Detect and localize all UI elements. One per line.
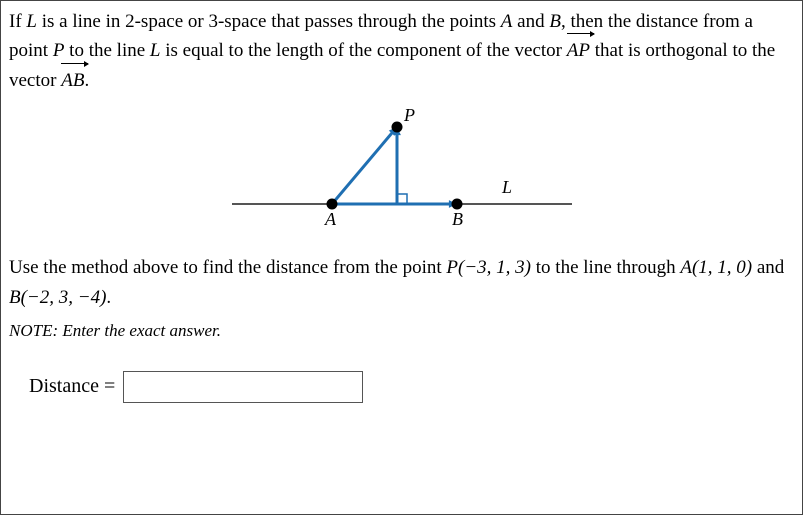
- svg-text:L: L: [501, 177, 512, 197]
- note-text: NOTE: Enter the exact answer.: [9, 318, 794, 344]
- intro-text: to the line: [64, 40, 149, 61]
- intro-text: is a line in 2-space or 3-space that pas…: [37, 11, 501, 32]
- vector-AP: AP: [567, 36, 590, 65]
- distance-input[interactable]: [123, 371, 363, 403]
- svg-text:A: A: [324, 209, 337, 229]
- var-P: P: [53, 40, 65, 61]
- var-A: A: [501, 11, 513, 32]
- svg-text:B: B: [452, 209, 463, 229]
- var-B: B: [549, 11, 561, 32]
- svg-text:P: P: [403, 109, 415, 125]
- intro-text: If: [9, 11, 26, 32]
- point-A: A(1, 1, 0): [680, 257, 752, 278]
- answer-label: Distance =: [29, 371, 115, 402]
- point-P: P(−3, 1, 3): [446, 257, 531, 278]
- answer-row: Distance =: [29, 371, 794, 403]
- point-B: B(−2, 3, −4): [9, 287, 106, 308]
- question-text: and: [752, 257, 784, 278]
- question-text: .: [106, 287, 111, 308]
- question-text: Use the method above to find the distanc…: [9, 257, 446, 278]
- intro-text: is equal to the length of the component …: [160, 40, 566, 61]
- diagram-figure: A B P L: [9, 109, 794, 239]
- var-L: L: [150, 40, 161, 61]
- diagram-svg: A B P L: [212, 109, 592, 239]
- vector-AB: AB: [61, 66, 84, 95]
- intro-text: and: [512, 11, 549, 32]
- question-text: to the line through: [531, 257, 680, 278]
- intro-paragraph: If L is a line in 2-space or 3-space tha…: [9, 7, 794, 95]
- var-L: L: [26, 11, 37, 32]
- intro-text: .: [84, 70, 89, 91]
- question-paragraph: Use the method above to find the distanc…: [9, 253, 794, 312]
